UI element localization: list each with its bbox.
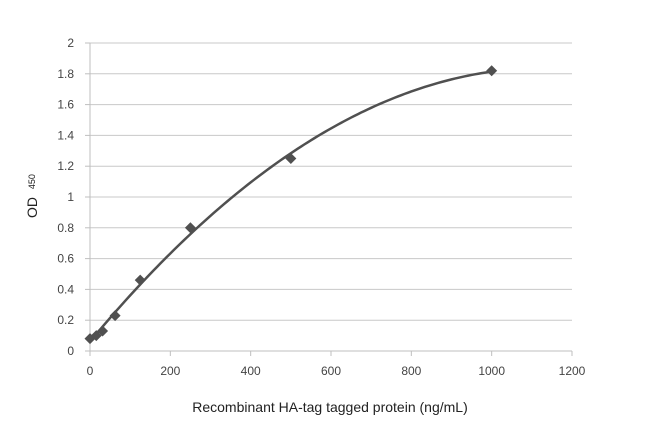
grid [90, 42, 572, 321]
x-tick-label: 1200 [559, 364, 586, 378]
y-axis-title-main: OD [24, 197, 40, 218]
data-point [486, 65, 498, 77]
x-axis-title: Recombinant HA-tag tagged protein (ng/mL… [192, 399, 467, 415]
trendline-layer [89, 70, 492, 343]
y-tick-label: 1.6 [57, 98, 74, 112]
x-tick-label: 200 [160, 364, 180, 378]
y-tick-label: 1.2 [57, 159, 74, 173]
tick-labels: 0 0.2 0.4 0.6 0.8 1 1.2 1.4 1.6 1.8 2 0 200 400 600 800… [57, 36, 585, 378]
data-point [134, 274, 146, 286]
y-tick-label: 1.8 [57, 67, 74, 81]
y-tick-label: 0.2 [57, 313, 74, 327]
y-tick-label: 0.4 [57, 282, 74, 296]
data-point [285, 153, 297, 164]
x-tick-label: 400 [241, 364, 261, 378]
y-tick-label: 0.8 [57, 221, 74, 235]
y-tick-label: 1 [67, 190, 74, 204]
y-tick-label: 0.6 [57, 252, 74, 266]
y-tick-label: 1.4 [57, 128, 74, 142]
x-tick-label: 800 [401, 364, 421, 378]
y-axis-title: OD 450 [24, 174, 40, 218]
trendline [89, 70, 492, 343]
axes [85, 42, 573, 356]
x-tick-label: 0 [87, 364, 94, 378]
data-point [97, 325, 109, 337]
y-tick-label: 2 [67, 36, 74, 50]
data-point [184, 222, 196, 234]
y-tick-label: 0 [67, 344, 74, 358]
y-axis-title-subscript: 450 [27, 174, 37, 189]
data-points [84, 65, 498, 345]
data-point [109, 310, 121, 322]
x-tick-label: 1000 [478, 364, 505, 378]
x-tick-label: 600 [321, 364, 341, 378]
